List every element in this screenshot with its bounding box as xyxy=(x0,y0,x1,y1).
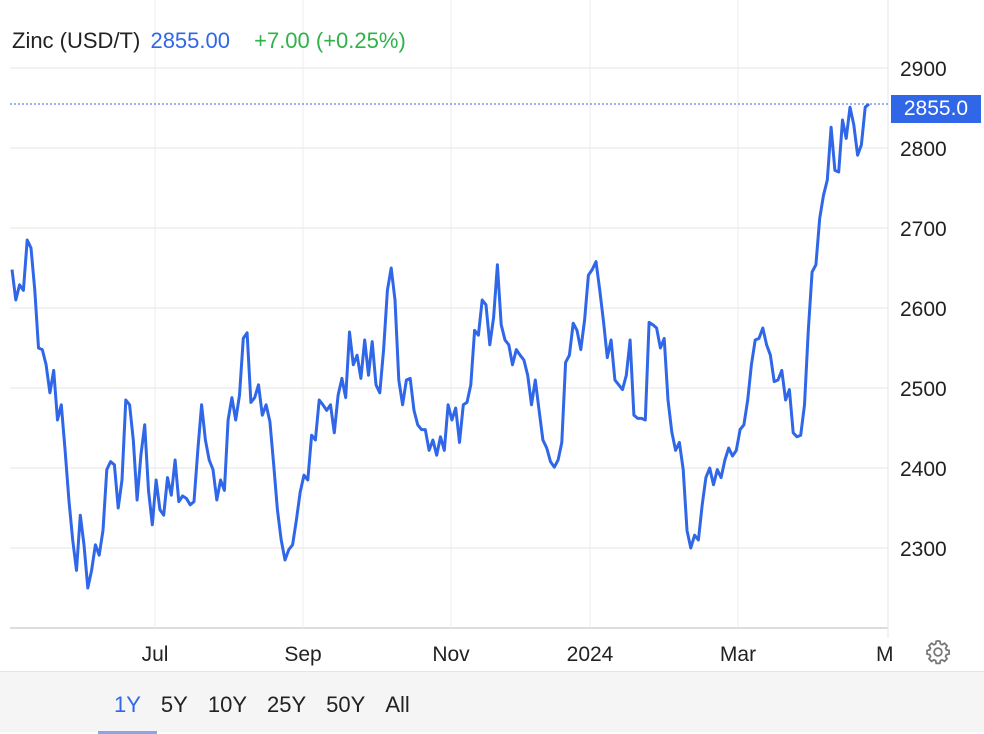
last-price-tag: 2855.0 xyxy=(891,95,981,123)
series-line xyxy=(10,102,870,590)
y-axis-labels: 2300 2400 2500 2600 2700 2800 2900 xyxy=(900,58,947,561)
range-button-50y[interactable]: 50Y xyxy=(326,692,366,717)
x-tick-label: Ma xyxy=(876,643,905,666)
range-button-1y[interactable]: 1Y xyxy=(98,692,157,734)
x-tick-label: Jul xyxy=(142,643,169,666)
x-tick-label: 2024 xyxy=(567,643,614,666)
x-tick-label: Sep xyxy=(284,643,321,666)
y-tick-label: 2300 xyxy=(900,538,947,561)
y-tick-label: 2400 xyxy=(900,458,947,481)
range-button-all[interactable]: All xyxy=(385,692,410,717)
y-tick-label: 2600 xyxy=(900,298,947,321)
y-tick-label: 2700 xyxy=(900,218,947,241)
grid xyxy=(10,0,889,638)
x-axis-labels: Jul Sep Nov 2024 Mar Ma xyxy=(142,643,906,666)
chart-header: Zinc (USD/T) 2855.00 +7.00 (+0.25%) xyxy=(12,28,406,54)
y-tick-label: 2900 xyxy=(900,58,947,81)
price-chart: Jul Sep Nov 2024 Mar Ma 230024002500260027002… xyxy=(10,0,947,666)
y-tick-label: 2500 xyxy=(900,378,947,401)
gear-icon[interactable] xyxy=(924,638,952,666)
range-button-5y[interactable]: 5Y xyxy=(160,692,188,717)
range-button-10y[interactable]: 10Y xyxy=(207,692,247,717)
y-tick-label: 2800 xyxy=(900,138,947,161)
instrument-name: Zinc (USD/T) xyxy=(12,28,141,53)
range-bar: 1Y 5Y 10Y 25Y 50Y All xyxy=(0,671,984,734)
x-tick-label: Mar xyxy=(720,643,756,666)
current-price: 2855.00 xyxy=(150,28,230,53)
price-change: +7.00 (+0.25%) xyxy=(254,28,406,53)
x-tick-label: Nov xyxy=(432,643,470,666)
range-button-25y[interactable]: 25Y xyxy=(267,692,307,717)
